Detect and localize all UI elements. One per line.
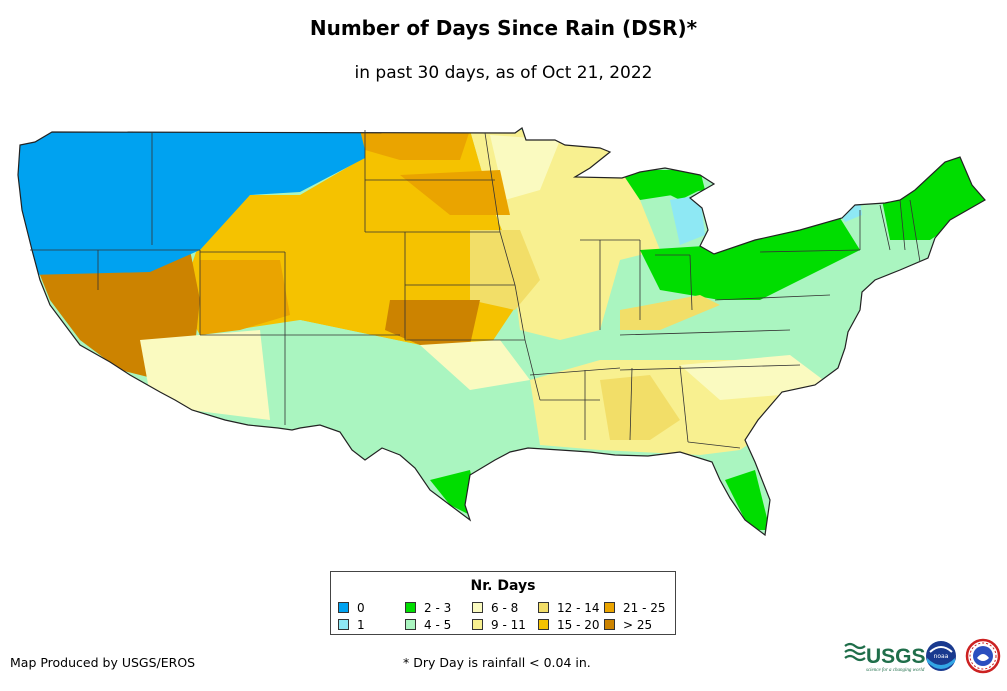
legend-label: 4 - 5 <box>424 618 452 632</box>
legend-swatch <box>338 619 349 630</box>
legend-swatch <box>538 619 549 630</box>
legend-label: 12 - 14 <box>557 601 600 615</box>
legend-swatch <box>405 602 416 613</box>
legend-item-4: 6 - 8 <box>472 602 518 615</box>
legend-swatch <box>538 602 549 613</box>
legend-label: 6 - 8 <box>491 601 519 615</box>
legend-swatch <box>472 602 483 613</box>
legend-item-6: 12 - 14 <box>538 602 600 615</box>
legend-item-3: 4 - 5 <box>405 619 451 632</box>
noaa-logo: noaa <box>926 641 956 671</box>
noaa-wordmark: noaa <box>934 653 949 660</box>
state-boundaries <box>30 130 921 449</box>
map-title: Number of Days Since Rain (DSR)* <box>309 16 698 40</box>
agency-logos: USGS science for a changing world noaa <box>844 638 1001 674</box>
legend-label: 9 - 11 <box>491 618 526 632</box>
map-subtitle: in past 30 days, as of Oct 21, 2022 <box>354 63 653 83</box>
legend-label: 21 - 25 <box>623 601 666 615</box>
legend-swatch <box>604 619 615 630</box>
legend-item-5: 9 - 11 <box>472 619 526 632</box>
dsr-color-fields <box>18 128 985 535</box>
dry-day-footnote: * Dry Day is rainfall < 0.04 in. <box>403 655 591 670</box>
usgs-tagline: science for a changing world <box>866 668 925 673</box>
usgs-logo: USGS science for a changing world <box>844 642 926 673</box>
legend-label: 15 - 20 <box>557 618 600 632</box>
legend-swatch <box>338 602 349 613</box>
legend-item-9: > 25 <box>604 619 652 632</box>
legend-label: 2 - 3 <box>424 601 452 615</box>
legend-label: 1 <box>357 618 365 632</box>
legend-swatch <box>405 619 416 630</box>
legend: Nr. Days 0 1 2 - 3 4 - 5 6 - 8 9 - 11 12… <box>330 571 676 635</box>
legend-item-8: 21 - 25 <box>604 602 666 615</box>
legend-item-0: 0 <box>338 602 365 615</box>
legend-label: 0 <box>357 601 365 615</box>
legend-item-1: 1 <box>338 619 365 632</box>
legend-title: Nr. Days <box>470 578 536 594</box>
legend-swatch <box>472 619 483 630</box>
map-credit: Map Produced by USGS/EROS <box>10 655 196 670</box>
legend-label: > 25 <box>623 618 653 632</box>
legend-item-2: 2 - 3 <box>405 602 451 615</box>
usgs-wordmark: USGS <box>866 645 926 668</box>
legend-item-7: 15 - 20 <box>538 619 600 632</box>
legend-swatch <box>604 602 615 613</box>
nws-logo <box>965 638 1001 674</box>
